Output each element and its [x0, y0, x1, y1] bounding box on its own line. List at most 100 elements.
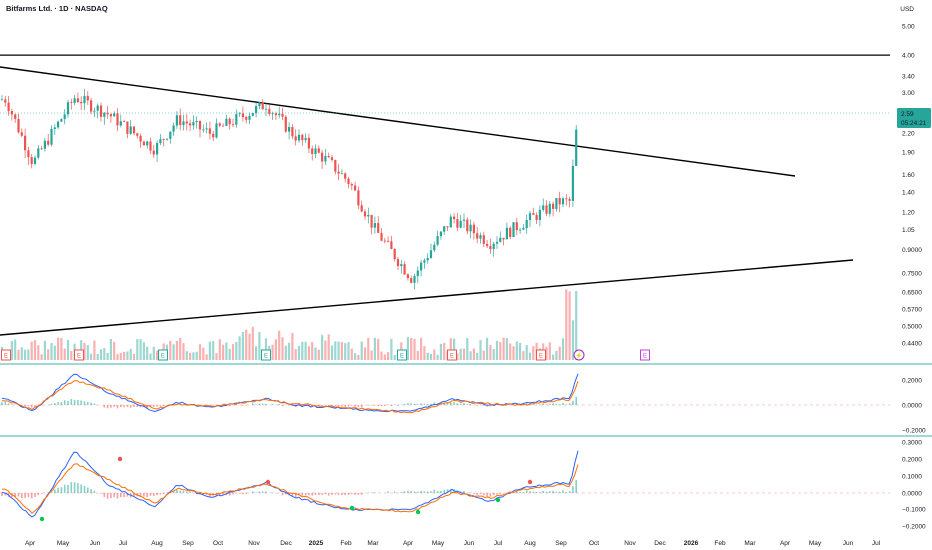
candle-body — [502, 237, 505, 240]
candle-body — [545, 205, 548, 214]
candles — [0, 88, 578, 290]
histogram-bar — [106, 493, 109, 499]
candle-body — [149, 141, 152, 151]
volume-bar — [218, 339, 221, 360]
volume-bar — [146, 346, 149, 360]
candle-body — [4, 99, 7, 103]
histogram-bar — [407, 403, 409, 405]
histogram-bar — [436, 490, 439, 493]
histogram-bar — [351, 493, 353, 495]
histogram-bar — [87, 401, 89, 405]
price-tick-label: 0.5000 — [902, 324, 922, 331]
candle-body — [70, 102, 73, 104]
histogram-bar — [228, 493, 231, 496]
histogram-bar — [456, 403, 459, 405]
histogram-bar — [351, 405, 353, 406]
volume-bar — [238, 336, 241, 360]
histogram-bar — [522, 492, 525, 493]
indicator-pane-2[interactable]: 0.3000 0.2000 0.1000 0.0000 −0.1000 −0.2000 — [0, 439, 926, 530]
histogram-bar — [116, 405, 119, 409]
histogram-bar — [496, 493, 498, 495]
volume-bar — [24, 349, 27, 360]
histogram-bar — [93, 403, 96, 405]
volume-bar — [307, 346, 310, 360]
histogram-bar — [374, 492, 376, 493]
histogram-bar — [24, 405, 26, 407]
volume-bar — [93, 340, 96, 360]
ascending-trendline — [0, 259, 854, 336]
volume-bar — [522, 351, 525, 360]
histogram-bar — [321, 493, 323, 495]
histogram-bar — [387, 491, 389, 493]
histogram-bar — [552, 490, 554, 493]
histogram-bar — [443, 489, 445, 493]
candle-body — [439, 231, 442, 237]
histogram-bar — [222, 493, 224, 495]
volume-bar — [142, 342, 145, 360]
volume-bar — [390, 338, 393, 360]
volume-bar — [182, 343, 185, 360]
earnings-marker-label: ⚡ — [575, 352, 582, 360]
candle-body — [156, 143, 159, 155]
histogram-bar — [291, 493, 294, 497]
volume-bar — [436, 354, 439, 360]
time-tick-label: Jun — [90, 540, 101, 547]
symbol-title[interactable]: Bitfarms Ltd. · 1D · NASDAQ — [6, 4, 108, 13]
price-pane[interactable]: E E E E E E E ⚡ E — [0, 54, 932, 365]
histogram-bar — [34, 405, 36, 407]
histogram-bar — [476, 493, 478, 495]
volume-bar — [119, 352, 122, 360]
volume-bar — [205, 354, 208, 360]
candle-body — [146, 141, 149, 146]
price-tick-label: 2.20 — [902, 130, 915, 137]
histogram-bar — [410, 403, 412, 405]
histogram-bar — [30, 493, 33, 499]
histogram-bar — [565, 404, 568, 405]
volume-bar — [459, 348, 462, 360]
candle-body — [519, 229, 522, 231]
candle-body — [99, 105, 103, 117]
histogram-bar — [327, 493, 330, 496]
candle-body — [466, 219, 469, 232]
price-axis[interactable]: 5.00 4.00 3.40 3.00 2.20 1.90 1.60 1.40 1.20 1.05… — [897, 23, 931, 347]
earnings-badge — [158, 349, 168, 361]
earnings-marker-label: E — [77, 354, 81, 360]
histogram-bar — [156, 493, 158, 496]
histogram-bar — [252, 491, 254, 493]
histogram-bar — [341, 405, 343, 407]
histogram-bar — [126, 493, 129, 497]
histogram-bar — [545, 491, 548, 493]
histogram-bar — [294, 493, 297, 498]
histogram-bar — [440, 403, 442, 405]
candle-body — [535, 214, 538, 221]
candle-body — [165, 138, 169, 140]
volume-bar — [291, 332, 294, 360]
volume-bar — [449, 338, 452, 360]
candle-body — [552, 203, 555, 209]
histogram-bar — [483, 405, 485, 406]
histogram-bar — [469, 404, 472, 405]
price-tick-label: 3.00 — [902, 90, 915, 97]
histogram-bar — [489, 493, 492, 497]
histogram-bar — [30, 405, 33, 408]
time-tick-label: Jul — [872, 540, 881, 547]
histogram-bar — [90, 402, 92, 405]
time-tick-label: Feb — [714, 540, 726, 547]
candle-body — [304, 137, 307, 141]
histogram-bar — [393, 491, 396, 493]
time-axis[interactable]: Apr May Jun Jul Aug Sep Oct Nov Dec 2025 Feb Mar Apr… — [25, 540, 881, 547]
volume-bar — [406, 337, 409, 360]
price-tick-label: 1.60 — [902, 172, 915, 179]
volume-bar — [70, 351, 73, 360]
indicator-pane-1[interactable]: 0.2000 0.0000 −0.2000 — [0, 373, 932, 437]
candle-body — [63, 114, 66, 120]
crossover-dot — [495, 497, 501, 503]
time-tick-label: May — [57, 540, 70, 547]
candle-body — [297, 134, 301, 141]
volume-bar — [482, 350, 485, 360]
price-tick-label: 1.20 — [902, 209, 915, 216]
time-tick-label: May — [809, 540, 822, 547]
candle-body — [76, 98, 79, 103]
volume-bar — [99, 349, 103, 360]
